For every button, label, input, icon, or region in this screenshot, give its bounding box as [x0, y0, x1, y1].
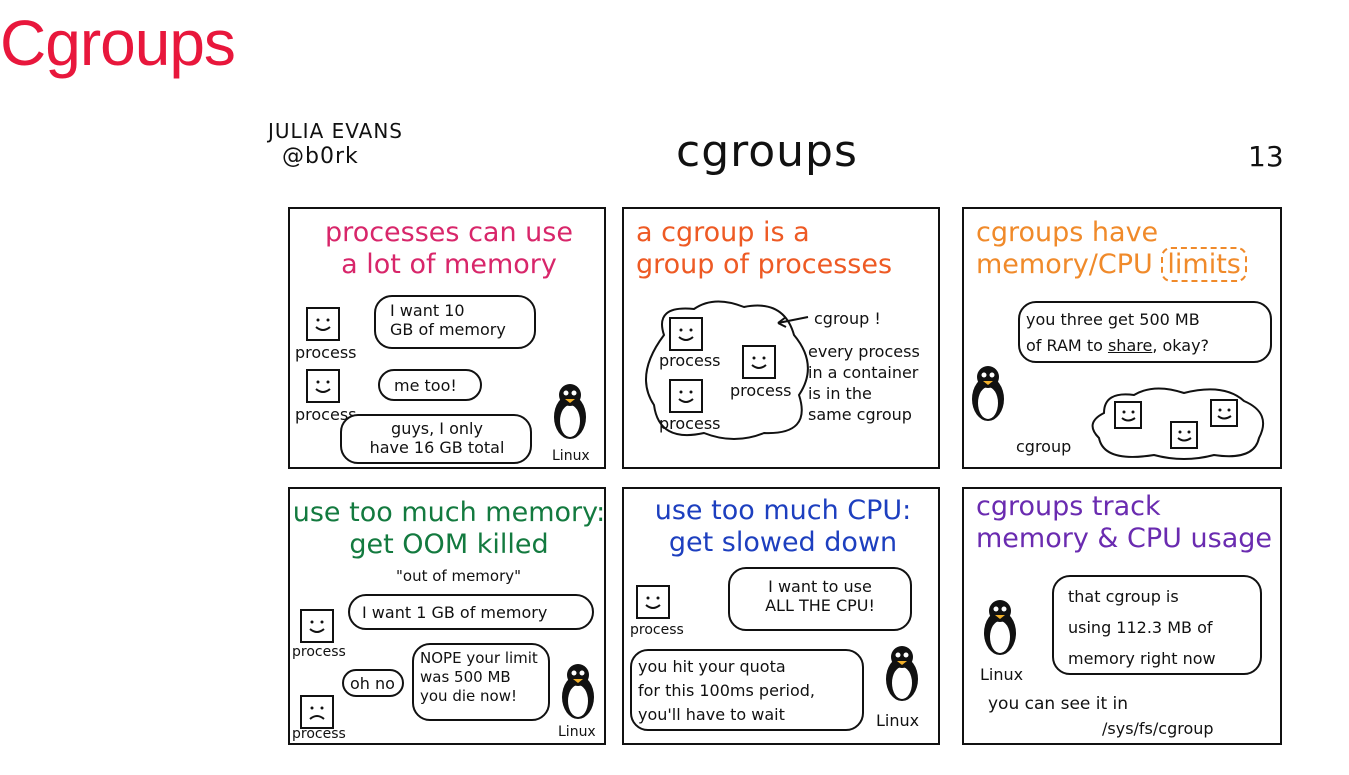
sad-process-face-icon [300, 695, 334, 729]
panel-oom-killed: use too much memory: get OOM killed "out… [288, 487, 606, 745]
panel-title: use too much memory: get OOM killed [292, 497, 606, 560]
process-label: process [295, 343, 357, 362]
process-face-icon [669, 379, 703, 413]
process-face-icon [306, 369, 340, 403]
panel-cgroup-group: a cgroup is a group of processes process… [622, 207, 940, 469]
process-label: process [659, 414, 721, 433]
panel-cgroup-limits: cgroups have memory/CPU limits you three… [962, 207, 1282, 469]
thought-bubble [342, 669, 404, 697]
process-label: process [730, 381, 792, 400]
speech-bubble [1018, 301, 1272, 363]
panel-title: cgroups track memory & CPU usage [976, 491, 1272, 554]
author-handle: @b0rk [282, 144, 359, 169]
cgroup-label: cgroup [1016, 437, 1072, 456]
bubble-text: me too! [394, 376, 457, 395]
panel-cgroup-tracking: cgroups track memory & CPU usage that cg… [962, 487, 1282, 745]
panel-title: use too much CPU: get slowed down [654, 495, 912, 558]
speech-bubble [728, 567, 912, 631]
bubble-text: guys, I only have 16 GB total [369, 419, 505, 457]
speech-bubble [412, 643, 550, 721]
speech-bubble [1052, 575, 1262, 675]
panel-processes-memory: processes can use a lot of memory proces… [288, 207, 606, 469]
linux-penguin-icon [984, 600, 1016, 655]
process-face-icon [1170, 421, 1198, 449]
speech-bubble [340, 414, 532, 464]
process-label: process [292, 644, 346, 660]
limits-highlight: limits [1161, 247, 1247, 282]
panel-cpu-slowed: use too much CPU: get slowed down proces… [622, 487, 940, 745]
slide-title: Cgroups [0, 7, 236, 79]
sysfs-note: you can see it in [988, 694, 1129, 714]
thought-text: oh no [350, 674, 395, 693]
process-face-icon [742, 345, 776, 379]
linux-label: Linux [876, 711, 920, 730]
linux-label: Linux [980, 665, 1024, 684]
page-number: 13 [1248, 140, 1284, 173]
bubble-text: you hit your quota for this 100ms period… [638, 657, 815, 724]
speech-bubble [630, 649, 864, 731]
cgroup-cloud-icon [1091, 387, 1264, 460]
cgroup-label: cgroup ! [814, 309, 881, 328]
panel-title: cgroups have memory/CPU limits [976, 217, 1247, 282]
process-face-icon [1114, 401, 1142, 429]
cgroup-note: every process in a container is in the s… [808, 342, 920, 424]
linux-penguin-icon [972, 366, 1004, 421]
author-name: JULIA EVANS [268, 119, 403, 143]
linux-penguin-icon [554, 384, 586, 439]
linux-penguin-icon [886, 646, 918, 701]
panel-title: processes can use a lot of memory [325, 217, 573, 280]
bubble-text: you three get 500 MB of RAM to share, ok… [1026, 310, 1210, 355]
cgroup-cloud-icon [645, 300, 809, 440]
process-label: process [659, 351, 721, 370]
process-face-icon [300, 609, 334, 643]
process-label: process [630, 622, 684, 638]
oom-note: "out of memory" [396, 567, 522, 585]
arrow-icon [777, 316, 809, 328]
speech-bubble [348, 594, 594, 630]
linux-label: Linux [552, 448, 590, 464]
process-face-icon [1210, 399, 1238, 427]
bubble-text: I want 10 GB of memory [390, 301, 506, 339]
process-face-icon [669, 317, 703, 351]
comic-author: JULIA EVANS @b0rk [268, 118, 403, 170]
bubble-text: I want to use ALL THE CPU! [765, 577, 875, 615]
process-label: process [292, 726, 346, 742]
panel-title: a cgroup is a group of processes [636, 217, 893, 280]
bubble-text: NOPE your limit was 500 MB you die now! [420, 649, 538, 705]
comic-title: cgroups [676, 126, 858, 177]
linux-penguin-icon [562, 664, 594, 719]
process-face-icon [306, 307, 340, 341]
bubble-text: I want 1 GB of memory [362, 603, 548, 622]
process-label: process [295, 405, 357, 424]
linux-label: Linux [558, 724, 596, 740]
sysfs-path: /sys/fs/cgroup [1102, 719, 1214, 738]
process-face-icon [636, 585, 670, 619]
speech-bubble [374, 295, 536, 349]
speech-bubble [378, 369, 482, 401]
bubble-text: that cgroup is using 112.3 MB of memory … [1068, 587, 1216, 668]
